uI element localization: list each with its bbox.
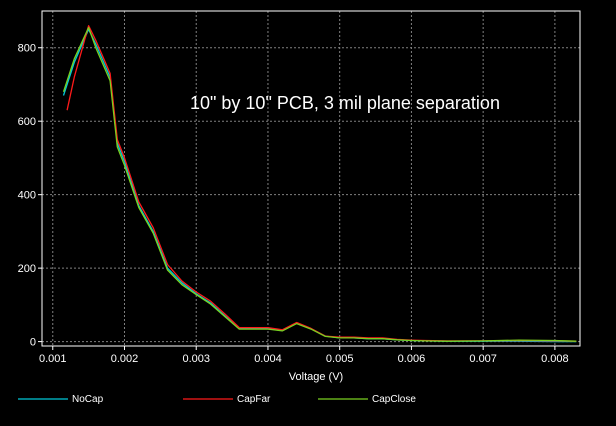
legend-label-nocap: NoCap xyxy=(72,394,104,405)
y-tick-label: 600 xyxy=(18,116,36,128)
y-tick-label: 800 xyxy=(18,43,36,55)
x-tick-label: 0.006 xyxy=(398,353,426,365)
plot-frame xyxy=(41,10,581,347)
x-tick-label: 0.004 xyxy=(254,353,282,365)
series-line-capclose xyxy=(62,26,577,342)
axis-ticks: 0.001 0.002 0.003 0.004 0.005 0.006 0.007 0.008… xyxy=(18,43,569,365)
x-tick-label: 0.008 xyxy=(541,353,569,365)
x-axis-label: Voltage (V) xyxy=(289,371,343,383)
legend-label-capfar: CapFar xyxy=(237,394,271,405)
series-lines xyxy=(62,25,577,343)
x-tick-label: 0.001 xyxy=(39,353,67,365)
legend-label-capclose: CapClose xyxy=(372,394,416,405)
x-tick-label: 0.005 xyxy=(326,353,354,365)
legend: NoCap CapFar CapClose xyxy=(18,394,416,405)
y-tick-label: 400 xyxy=(18,190,36,202)
x-tick-label: 0.007 xyxy=(469,353,497,365)
chart-annotation: 10" by 10" PCB, 3 mil plane separation xyxy=(190,93,500,113)
y-tick-label: 0 xyxy=(30,337,36,349)
y-tick-label: 200 xyxy=(18,263,36,275)
x-tick-label: 0.002 xyxy=(111,353,139,365)
x-tick-label: 0.003 xyxy=(182,353,210,365)
